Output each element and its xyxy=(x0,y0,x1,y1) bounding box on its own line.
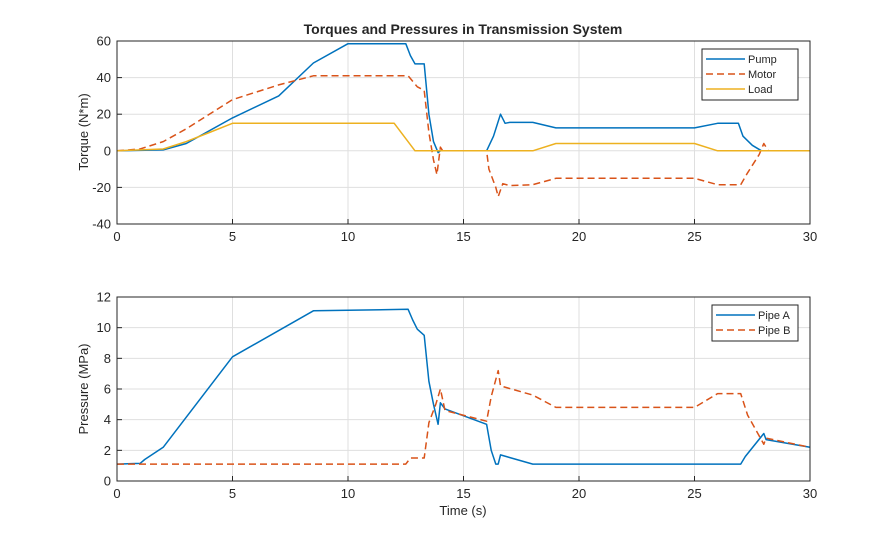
x-tick-label: 5 xyxy=(229,486,236,501)
axes-frame xyxy=(116,40,811,225)
legend-label: Pump xyxy=(748,54,777,66)
chart-title: Torques and Pressures in Transmission Sy… xyxy=(304,21,623,37)
y-tick-label: 12 xyxy=(97,290,111,305)
y-tick-label: 0 xyxy=(104,143,111,158)
y-tick-label: 8 xyxy=(104,351,111,366)
axes-frame xyxy=(116,296,811,482)
y-tick-label: 6 xyxy=(104,382,111,397)
y-tick-label: 2 xyxy=(104,443,111,458)
y-tick-label: 20 xyxy=(97,107,111,122)
legend-label: Pipe A xyxy=(758,310,790,322)
legend-label: Motor xyxy=(748,69,776,81)
legend: Pipe A Pipe B xyxy=(711,304,799,342)
x-tick-label: 25 xyxy=(687,486,701,501)
legend-label: Load xyxy=(748,84,772,96)
x-tick-label: 30 xyxy=(803,486,817,501)
y-tick-label: 60 xyxy=(97,34,111,49)
legend: Pump Motor Load xyxy=(701,48,799,101)
bottom-y-axis-label: Pressure (MPa) xyxy=(76,343,91,434)
y-tick-label: 4 xyxy=(104,412,111,427)
x-tick-label: 20 xyxy=(572,229,586,244)
x-tick-label: 5 xyxy=(229,229,236,244)
x-tick-label: 0 xyxy=(113,229,120,244)
x-axis-label: Time (s) xyxy=(439,503,486,518)
x-tick-label: 25 xyxy=(687,229,701,244)
x-tick-label: 10 xyxy=(341,229,355,244)
y-tick-label: 10 xyxy=(97,320,111,335)
y-tick-label: -40 xyxy=(92,217,111,232)
x-tick-label: 10 xyxy=(341,486,355,501)
legend-label: Pipe B xyxy=(758,325,790,337)
series-line-pipe-a xyxy=(116,308,811,465)
x-tick-label: 15 xyxy=(456,486,470,501)
series-line-load xyxy=(116,122,810,152)
y-tick-label: 0 xyxy=(104,474,111,489)
y-tick-label: -20 xyxy=(92,180,111,195)
x-tick-label: 20 xyxy=(572,486,586,501)
y-tick-label: 40 xyxy=(97,70,111,85)
x-tick-label: 0 xyxy=(113,486,120,501)
x-tick-label: 15 xyxy=(456,229,470,244)
top-y-axis-label: Torque (N*m) xyxy=(76,93,91,170)
series-line-pipe-b xyxy=(117,369,811,465)
subplot-torque: 0 5 10 15 20 25 30 -40 -20 0 20 40 60 Pump Motor Load xyxy=(92,34,817,245)
legend-box xyxy=(711,304,799,342)
x-tick-label: 30 xyxy=(803,229,817,244)
subplot-pressure: 0 5 10 15 20 25 30 0 2 4 6 8 10 12 Pipe A Pipe B xyxy=(97,290,818,502)
